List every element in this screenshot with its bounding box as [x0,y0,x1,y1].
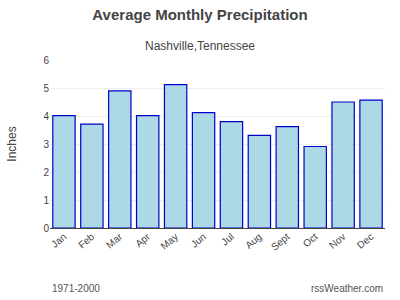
svg-text:rssWeather.com: rssWeather.com [311,283,383,294]
svg-text:6: 6 [43,55,49,66]
svg-text:Dec: Dec [355,231,376,251]
svg-text:Sept: Sept [269,231,292,253]
svg-text:Oct: Oct [301,231,320,250]
svg-text:Nashville,Tennessee: Nashville,Tennessee [145,39,255,53]
svg-text:5: 5 [43,83,49,94]
svg-text:May: May [159,231,181,252]
svg-text:Jul: Jul [219,231,236,248]
svg-text:Mar: Mar [104,231,125,251]
svg-text:1971-2000: 1971-2000 [52,283,100,294]
svg-text:Jan: Jan [49,231,68,250]
svg-text:Feb: Feb [76,231,97,251]
svg-text:Nov: Nov [327,231,348,251]
svg-text:Apr: Apr [133,231,153,250]
svg-text:1: 1 [43,195,49,206]
svg-text:Aug: Aug [243,231,264,251]
svg-text:Average Monthly Precipitation: Average Monthly Precipitation [92,6,307,23]
svg-text:3: 3 [43,139,49,150]
svg-text:Inches: Inches [5,126,19,161]
svg-text:4: 4 [43,111,49,122]
svg-text:Jun: Jun [189,231,208,250]
svg-text:0: 0 [43,223,49,234]
svg-text:2: 2 [43,167,49,178]
